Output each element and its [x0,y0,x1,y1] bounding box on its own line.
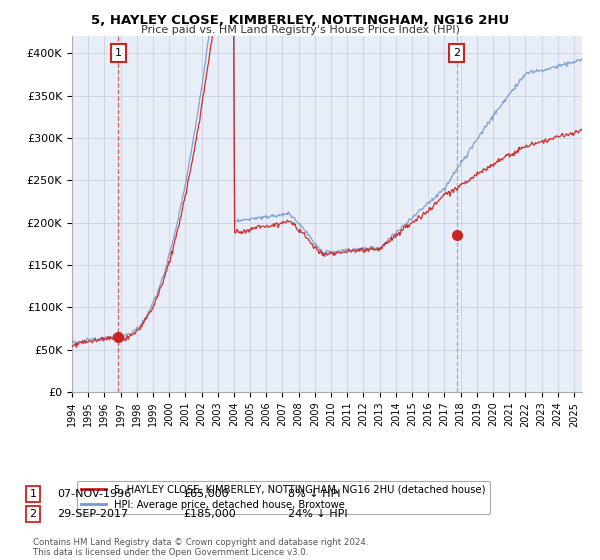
Text: 07-NOV-1996: 07-NOV-1996 [57,489,131,499]
Text: 1: 1 [29,489,37,499]
Text: £185,000: £185,000 [183,509,236,519]
Text: 29-SEP-2017: 29-SEP-2017 [57,509,128,519]
Text: 24% ↓ HPI: 24% ↓ HPI [288,509,347,519]
Legend: 5, HAYLEY CLOSE, KIMBERLEY, NOTTINGHAM, NG16 2HU (detached house), HPI: Average : 5, HAYLEY CLOSE, KIMBERLEY, NOTTINGHAM, … [77,480,490,514]
Text: 5, HAYLEY CLOSE, KIMBERLEY, NOTTINGHAM, NG16 2HU: 5, HAYLEY CLOSE, KIMBERLEY, NOTTINGHAM, … [91,14,509,27]
Text: Contains HM Land Registry data © Crown copyright and database right 2024.
This d: Contains HM Land Registry data © Crown c… [33,538,368,557]
Text: 2: 2 [29,509,37,519]
Text: £65,000: £65,000 [183,489,229,499]
Text: 8% ↓ HPI: 8% ↓ HPI [288,489,341,499]
Text: 2: 2 [453,48,460,58]
Text: Price paid vs. HM Land Registry's House Price Index (HPI): Price paid vs. HM Land Registry's House … [140,25,460,35]
Text: 1: 1 [115,48,122,58]
